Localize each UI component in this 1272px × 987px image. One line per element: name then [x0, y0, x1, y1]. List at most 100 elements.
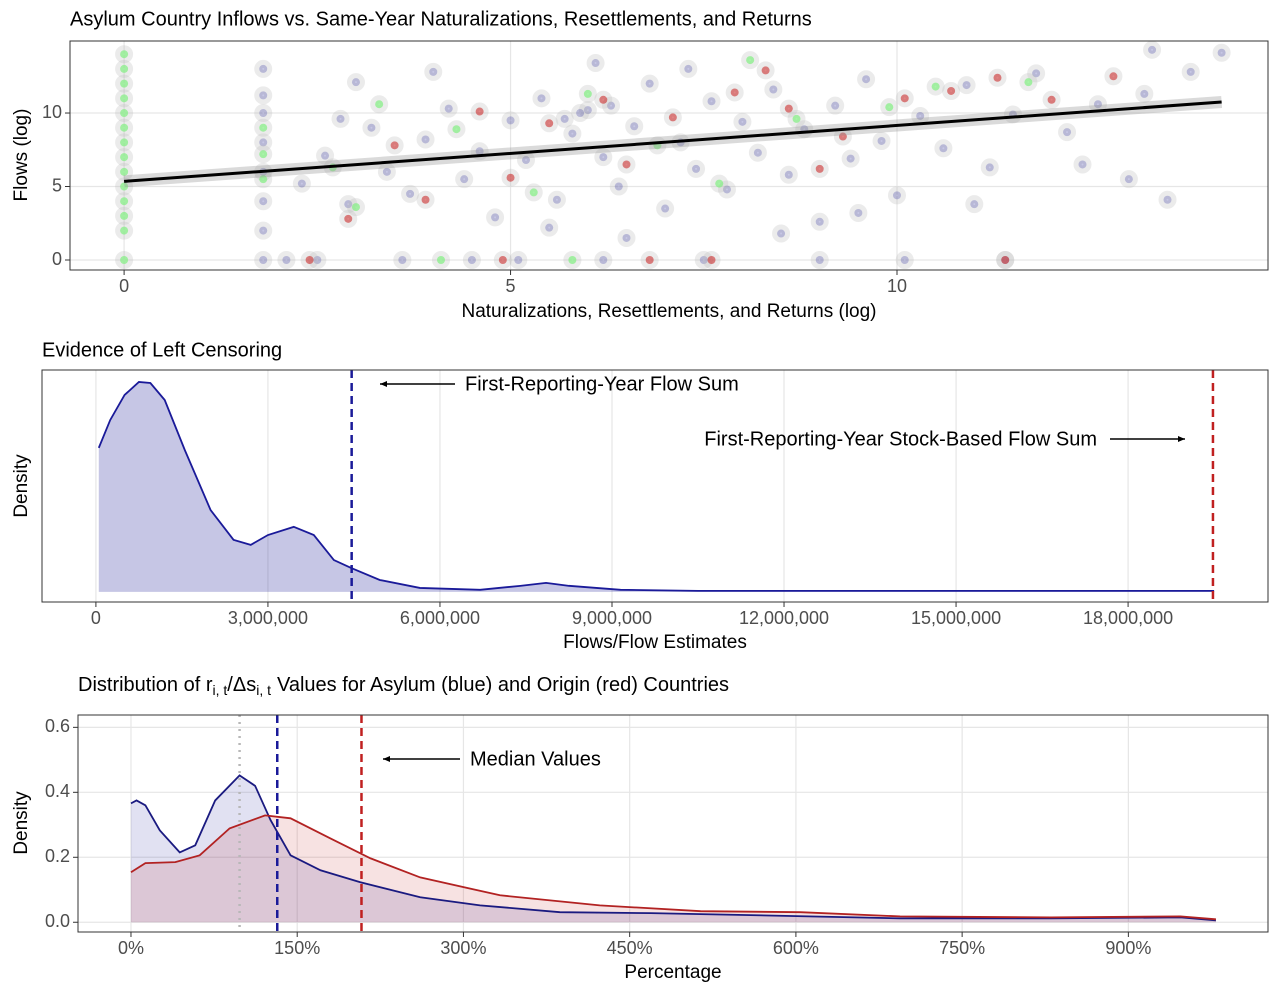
point: [679, 59, 698, 78]
density-area: [130, 775, 1216, 923]
point: [439, 99, 458, 118]
point: [486, 208, 505, 227]
y-tick-label: 10: [42, 102, 62, 122]
point: [888, 186, 907, 205]
plot-frame: [69, 40, 1269, 271]
point: [254, 251, 273, 270]
point: [872, 131, 891, 150]
x-tick-label: 18,000,000: [1083, 608, 1173, 628]
x-axis-label: Percentage: [624, 962, 721, 983]
point: [617, 155, 636, 174]
point: [462, 251, 481, 270]
chart-title: Asylum Country Inflows vs. Same-Year Nat…: [70, 8, 812, 30]
point: [957, 76, 976, 95]
y-axis-label: Density: [11, 791, 32, 855]
point: [965, 195, 984, 214]
point: [115, 45, 134, 64]
x-tick-label: 750%: [939, 938, 985, 958]
point: [1143, 41, 1162, 59]
point: [710, 174, 729, 193]
point: [555, 109, 574, 128]
density-line: [130, 774, 1216, 922]
x-tick-label: 0: [91, 608, 101, 628]
point: [748, 143, 767, 162]
y-tick-label: 0: [52, 249, 62, 269]
point: [547, 190, 566, 209]
x-tick-label: 300%: [440, 938, 486, 958]
point: [880, 98, 899, 117]
point: [115, 162, 134, 181]
y-tick-label: 0.0: [45, 911, 70, 931]
point: [617, 228, 636, 247]
point: [115, 148, 134, 167]
y-axis-label: Flows (log): [11, 109, 32, 202]
point: [501, 111, 520, 130]
x-axis-label: Flows/Flow Estimates: [563, 632, 747, 653]
point: [1042, 90, 1061, 109]
density-line: [97, 381, 1215, 592]
point: [277, 251, 296, 270]
point: [586, 54, 605, 73]
point: [640, 74, 659, 93]
point: [942, 81, 961, 100]
point: [594, 90, 613, 109]
point: [702, 92, 721, 111]
point: [1158, 190, 1177, 209]
point: [346, 73, 365, 92]
point: [254, 118, 273, 137]
x-tick-label: 3,000,000: [228, 608, 308, 628]
point: [115, 89, 134, 108]
x-tick-label: 6,000,000: [400, 608, 480, 628]
point: [702, 251, 721, 270]
point: [810, 159, 829, 178]
point: [254, 221, 273, 240]
point: [733, 112, 752, 131]
point: [470, 102, 489, 121]
point: [254, 170, 273, 189]
point: [988, 68, 1007, 87]
point: [741, 51, 760, 70]
x-tick-label: 900%: [1105, 938, 1151, 958]
x-tick-label: 0: [119, 276, 129, 296]
point: [431, 251, 450, 270]
x-tick-label: 0%: [118, 938, 144, 958]
point: [849, 203, 868, 222]
point: [254, 192, 273, 211]
point: [115, 221, 134, 240]
fit-line: [123, 100, 1222, 183]
point: [393, 251, 412, 270]
point: [857, 70, 876, 89]
point: [625, 117, 644, 136]
point: [895, 251, 914, 270]
point: [540, 218, 559, 237]
annotation: First-Reporting-Year Stock-Based Flow Su…: [704, 428, 1097, 450]
point: [115, 133, 134, 152]
point: [331, 109, 350, 128]
point: [779, 165, 798, 184]
y-tick-label: 0.2: [45, 846, 70, 866]
point: [779, 99, 798, 118]
x-tick-label: 9,000,000: [572, 608, 652, 628]
point: [1088, 95, 1107, 114]
x-tick-label: 600%: [773, 938, 819, 958]
point: [517, 151, 536, 170]
point: [524, 183, 543, 202]
title-part: /Δs: [227, 674, 256, 696]
title-part: Distribution of r: [78, 674, 213, 696]
plot-background: [70, 41, 1268, 270]
point: [571, 104, 590, 123]
point: [1212, 43, 1231, 62]
point: [115, 104, 134, 123]
point: [725, 83, 744, 102]
point: [687, 159, 706, 178]
point: [115, 59, 134, 78]
y-tick-label: 0.6: [45, 716, 70, 736]
point: [1027, 64, 1046, 83]
point: [254, 59, 273, 78]
point: [254, 86, 273, 105]
density-area: [130, 815, 1216, 923]
point: [756, 61, 775, 80]
point: [115, 177, 134, 196]
point: [401, 184, 420, 203]
point: [339, 209, 358, 228]
